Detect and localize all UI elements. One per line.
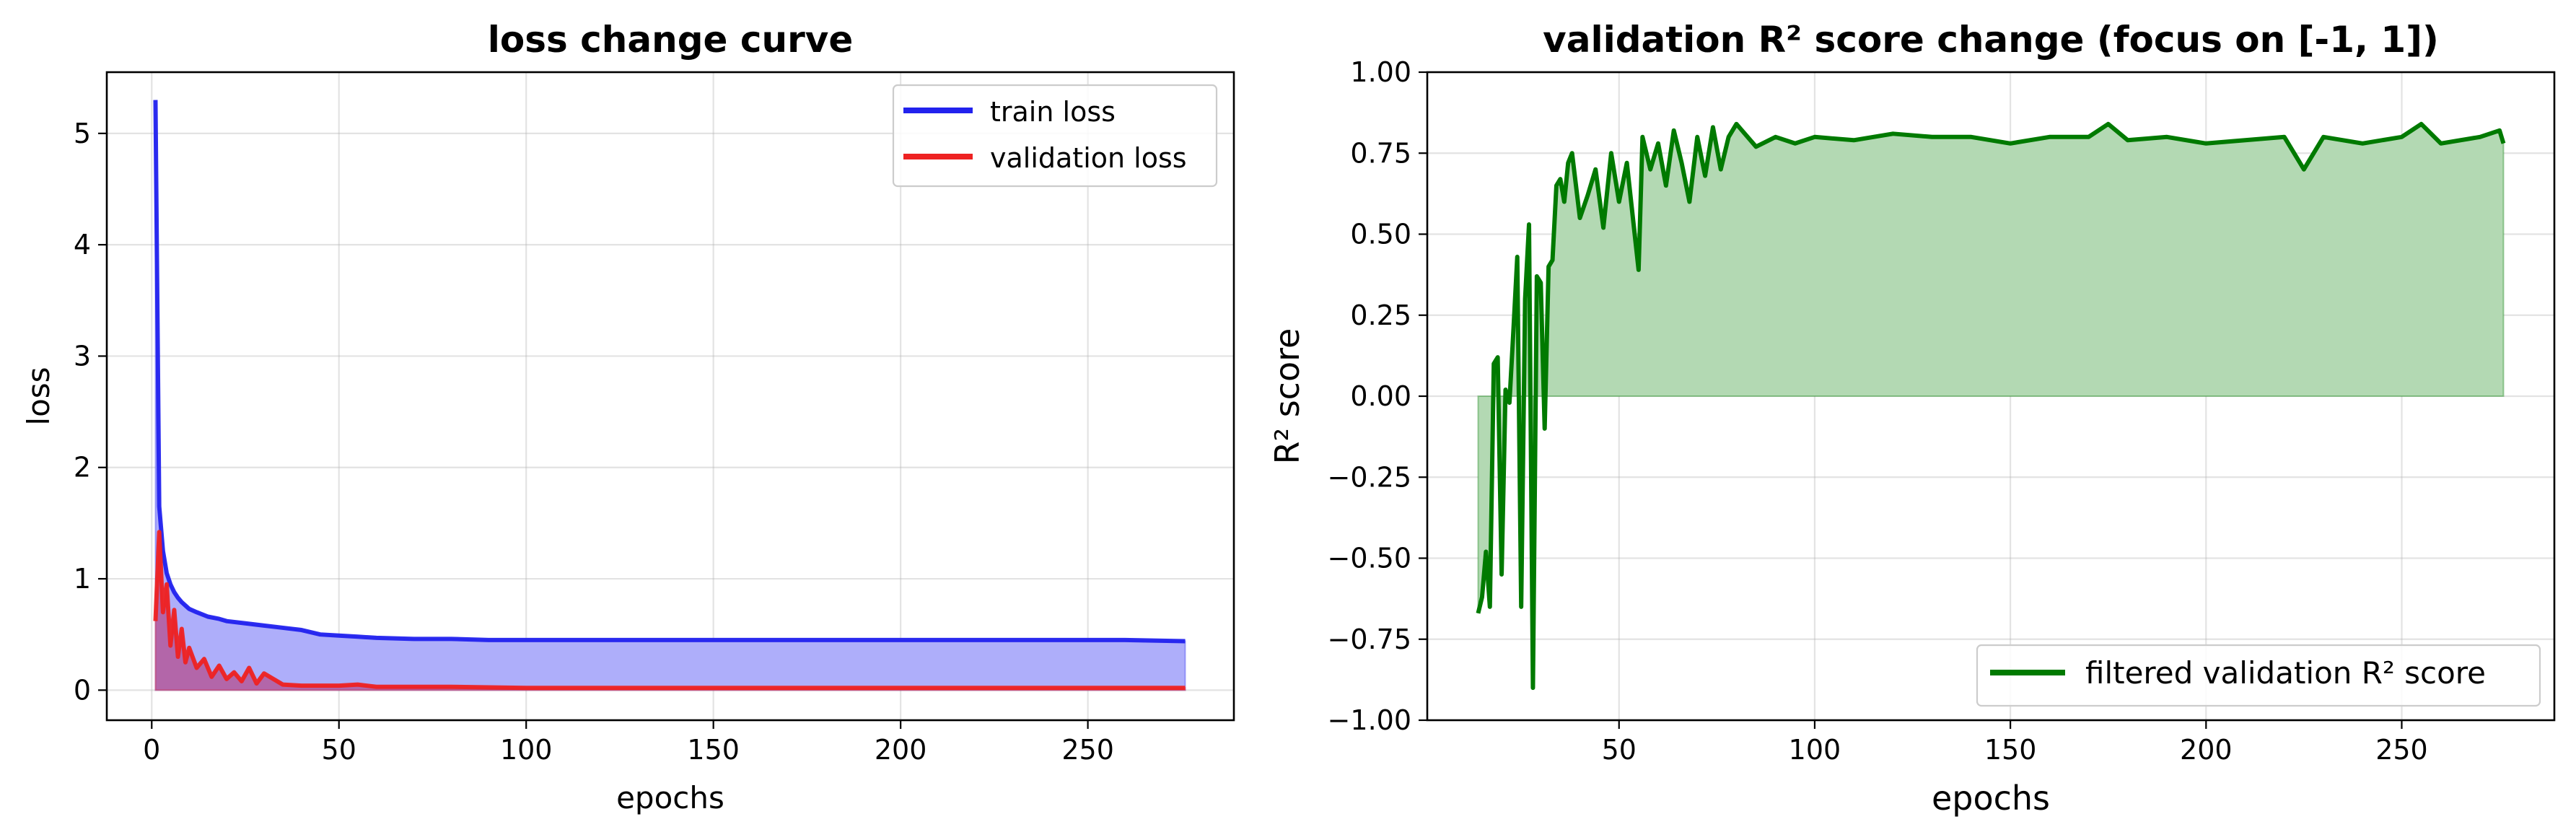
y-tick-label: 1.00 <box>1350 56 1411 88</box>
r2-lines <box>1476 121 2506 691</box>
loss-fills <box>154 100 1186 691</box>
loss-chart-title: loss change curve <box>488 19 854 61</box>
y-tick-label: 0.00 <box>1350 380 1411 412</box>
y-tick-label: −0.50 <box>1328 543 1411 574</box>
y-tick-label: −0.75 <box>1328 624 1411 655</box>
y-tick-label: −0.25 <box>1328 461 1411 493</box>
legend-r2-label: filtered validation R² score <box>2085 655 2486 691</box>
y-tick-label: 0 <box>74 674 91 706</box>
loss-x-axis-label: epochs <box>616 780 724 815</box>
series-line-1 <box>153 530 1186 691</box>
x-tick-label: 50 <box>322 734 356 766</box>
loss-legend-box <box>892 84 1218 188</box>
r2-chart-title: validation R² score change (focus on [-1… <box>1543 19 2439 61</box>
r2-y-axis-label: R² score <box>1268 328 1307 465</box>
y-tick-label: 3 <box>74 340 91 372</box>
y-tick-label: 0.50 <box>1350 219 1411 250</box>
r2-legend: filtered validation R² score <box>1976 644 2541 707</box>
x-tick-label: 100 <box>500 734 553 766</box>
loss-lines <box>153 100 1186 691</box>
r2-legend-box <box>1976 644 2541 707</box>
x-tick-label: 50 <box>1602 734 1637 766</box>
legend-train-label: train loss <box>990 96 1116 128</box>
x-tick-label: 250 <box>1061 734 1114 766</box>
loss-x-axis: 0 50 100 150 200 250 <box>143 720 1114 766</box>
x-tick-label: 200 <box>875 734 927 766</box>
y-tick-label: 1 <box>74 563 91 595</box>
r2-x-axis: 50 100 150 200 250 <box>1602 720 2428 766</box>
loss-y-axis-label: loss <box>21 367 56 425</box>
loss-plot-frame <box>105 71 1235 722</box>
y-tick-label: 0.75 <box>1350 137 1411 169</box>
loss-chart: 0 50 100 150 200 250 0 1 2 3 4 5 loss change curve… <box>21 19 1235 815</box>
x-tick-label: 100 <box>1789 734 1841 766</box>
series-line-0 <box>1476 121 2506 691</box>
r2-x-axis-label: epochs <box>1932 779 2050 818</box>
x-tick-label: 150 <box>687 734 740 766</box>
x-tick-label: 250 <box>2375 734 2428 766</box>
y-tick-label: 2 <box>74 452 91 484</box>
loss-y-axis: 0 1 2 3 4 5 <box>74 118 107 706</box>
series-line-0 <box>153 100 1186 644</box>
r2-y-axis: −1.00 −0.75 −0.50 −0.25 0.00 0.25 0.50 0.75 1.00 <box>1328 56 1427 736</box>
y-tick-label: 0.25 <box>1350 299 1411 331</box>
r2-chart: 50 100 150 200 250 −1.00 −0.75 −0.50 −0.25 0.00 0… <box>1268 19 2556 818</box>
x-tick-label: 200 <box>2180 734 2233 766</box>
loss-legend: train loss validation loss <box>892 84 1218 188</box>
y-tick-label: −1.00 <box>1328 704 1411 736</box>
y-tick-label: 5 <box>74 118 91 149</box>
series-fill-0 <box>154 100 1186 691</box>
x-tick-label: 150 <box>1984 734 2037 766</box>
y-tick-label: 4 <box>74 229 91 261</box>
x-tick-label: 0 <box>143 734 160 766</box>
legend-validation-label: validation loss <box>990 142 1187 174</box>
